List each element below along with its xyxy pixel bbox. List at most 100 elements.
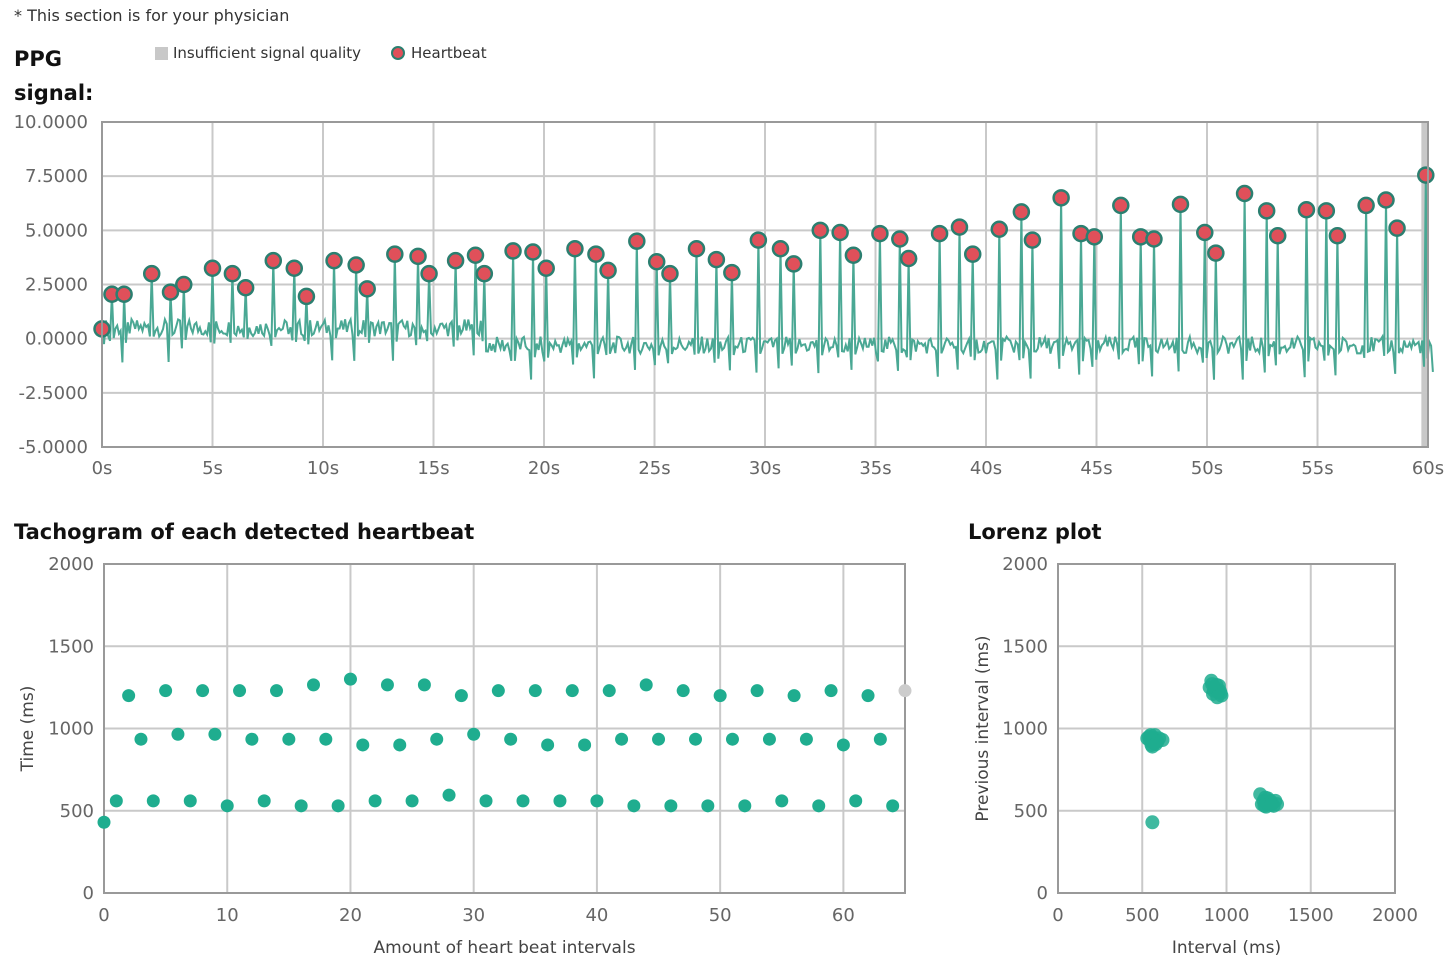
lorenz-point — [1155, 733, 1170, 748]
heartbeat-marker — [537, 259, 555, 277]
tachogram-point — [331, 799, 345, 813]
tachogram-point — [713, 689, 727, 703]
ppg-xtick-label: 25s — [638, 458, 670, 479]
tachogram-point — [294, 799, 308, 813]
heartbeat-marker — [844, 246, 863, 264]
lorenz-ylabel: Previous interval (ms) — [973, 635, 993, 821]
heartbeat-marker — [687, 240, 706, 258]
tachogram-xtick-label: 60 — [832, 905, 855, 926]
ppg-plot-border — [101, 121, 1429, 448]
tachogram-point — [405, 794, 419, 808]
tachogram-xtick-label: 40 — [585, 905, 608, 926]
legend-insufficient-label: Insufficient signal quality — [173, 44, 362, 62]
tachogram-point — [319, 732, 333, 746]
tachogram-point — [479, 794, 493, 808]
tachogram-point — [664, 799, 678, 813]
ppg-xtick-label: 60s — [1412, 458, 1444, 479]
heartbeat-marker — [1317, 202, 1336, 220]
tachogram-point — [689, 732, 703, 746]
tachogram-point — [270, 684, 284, 698]
heartbeat-marker — [409, 247, 427, 266]
ppg-xtick-label: 50s — [1191, 458, 1223, 479]
heartbeat-swatch — [391, 46, 406, 60]
heartbeat-marker — [1388, 219, 1406, 237]
tachogram-point — [504, 732, 518, 746]
ppg-xtick-label: 0s — [92, 458, 113, 479]
heartbeat-marker — [707, 250, 726, 269]
lorenz-point — [1264, 797, 1279, 812]
ppg-xtick-label: 35s — [859, 458, 891, 479]
heartbeat-marker — [1085, 228, 1104, 246]
tachogram-point — [233, 684, 247, 698]
tachogram-ylabel: Time (ms) — [18, 686, 38, 773]
tachogram-point — [553, 794, 567, 808]
heartbeat-marker — [930, 224, 949, 243]
heartbeat-marker — [161, 283, 180, 301]
tachogram-point — [393, 738, 407, 752]
ppg-signal-line — [101, 175, 1434, 380]
heartbeat-marker — [599, 261, 617, 280]
tachogram-xlabel: Amount of heart beat intervals — [373, 938, 635, 958]
lorenz-plot-border — [1057, 563, 1396, 894]
lorenz-xlabel: Interval (ms) — [1172, 938, 1281, 958]
heartbeat-marker — [446, 251, 465, 270]
tachogram-point — [122, 689, 136, 703]
heartbeat-marker — [899, 249, 918, 268]
tachogram-point — [516, 794, 530, 808]
tachogram-point — [578, 738, 592, 752]
tachogram-grey-point — [898, 684, 912, 698]
heartbeat-marker — [203, 259, 222, 277]
tachogram-point — [368, 794, 382, 808]
heartbeat-marker — [358, 280, 376, 298]
heartbeat-marker — [223, 264, 242, 283]
tachogram-point — [787, 689, 801, 703]
ppg-xtick-label: 10s — [307, 458, 339, 479]
heartbeat-marker — [297, 287, 316, 306]
heartbeat-marker — [142, 264, 161, 283]
heartbeat-marker — [285, 259, 304, 277]
tachogram-ytick-label: 500 — [60, 801, 94, 822]
heartbeat-marker — [811, 221, 829, 240]
tachogram-point — [676, 684, 690, 698]
tachogram-point — [861, 689, 875, 703]
ppg-xtick-label: 20s — [528, 458, 560, 479]
lorenz-xtick-label: 1500 — [1288, 905, 1334, 926]
tachogram-point — [701, 799, 715, 813]
tachogram-point — [799, 732, 813, 746]
heartbeat-marker — [628, 232, 646, 250]
ppg-xtick-label: 40s — [970, 458, 1002, 479]
lorenz-xtick-label: 0 — [1052, 905, 1063, 926]
ppg-ytick-label: -5.0000 — [19, 437, 88, 458]
tachogram-point — [491, 684, 505, 698]
tachogram-point — [775, 794, 789, 808]
ppg-ytick-label: 10.0000 — [14, 112, 88, 133]
lorenz-ytick-label: 2000 — [1002, 554, 1048, 575]
ppg-xtick-label: 45s — [1080, 458, 1112, 479]
tachogram-xtick-label: 10 — [216, 905, 239, 926]
tachogram-point — [738, 799, 752, 813]
lorenz-ytick-label: 500 — [1014, 801, 1048, 822]
heartbeat-marker — [115, 285, 133, 303]
tachogram-point — [282, 732, 296, 746]
tachogram-point — [615, 732, 629, 746]
tachogram-point — [208, 727, 222, 741]
tachogram-point — [356, 738, 370, 752]
tachogram-point — [541, 738, 555, 752]
tachogram-point — [109, 794, 123, 808]
tachogram-point — [812, 799, 826, 813]
heartbeat-marker — [1196, 223, 1214, 242]
tachogram-point — [886, 799, 900, 813]
tachogram-point — [590, 794, 604, 808]
tachogram-point — [873, 732, 887, 746]
heartbeat-marker — [1112, 196, 1130, 215]
heartbeat-marker — [504, 242, 522, 260]
ppg-ytick-label: -2.5000 — [19, 383, 88, 404]
heartbeat-marker — [587, 245, 605, 263]
lorenz-xtick-label: 500 — [1125, 905, 1159, 926]
heartbeat-marker — [831, 223, 849, 242]
tachogram-point — [454, 689, 468, 703]
tachogram-point — [639, 678, 653, 692]
tachogram-point — [134, 732, 148, 746]
tachogram-point — [442, 788, 456, 802]
tachogram-ytick-label: 1000 — [48, 719, 94, 740]
